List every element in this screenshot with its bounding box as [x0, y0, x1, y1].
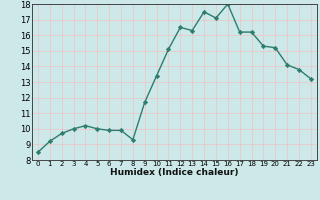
X-axis label: Humidex (Indice chaleur): Humidex (Indice chaleur): [110, 168, 239, 177]
